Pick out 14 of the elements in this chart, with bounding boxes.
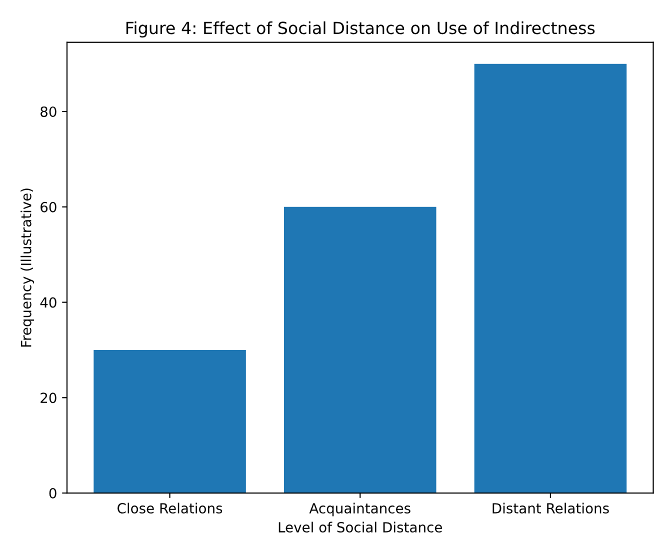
x-tick-label: Distant Relations xyxy=(492,502,609,514)
y-tick-label: 80 xyxy=(40,106,56,117)
x-axis-title: Level of Social Distance xyxy=(278,522,442,533)
bar xyxy=(474,64,627,494)
y-axis-title: Frequency (Illustrative) xyxy=(20,188,34,347)
x-tick-label: Close Relations xyxy=(118,502,222,514)
y-tick-label: 40 xyxy=(40,297,56,308)
chart-title: Figure 4: Effect of Social Distance on Use of Indirectness xyxy=(126,21,595,38)
bar xyxy=(284,206,436,494)
bar xyxy=(94,350,246,494)
y-tick-label: 0 xyxy=(49,488,56,499)
y-tick-label: 20 xyxy=(40,392,56,404)
x-tick-label: Acquaintances xyxy=(309,502,410,516)
y-tick-label: 60 xyxy=(40,202,56,212)
